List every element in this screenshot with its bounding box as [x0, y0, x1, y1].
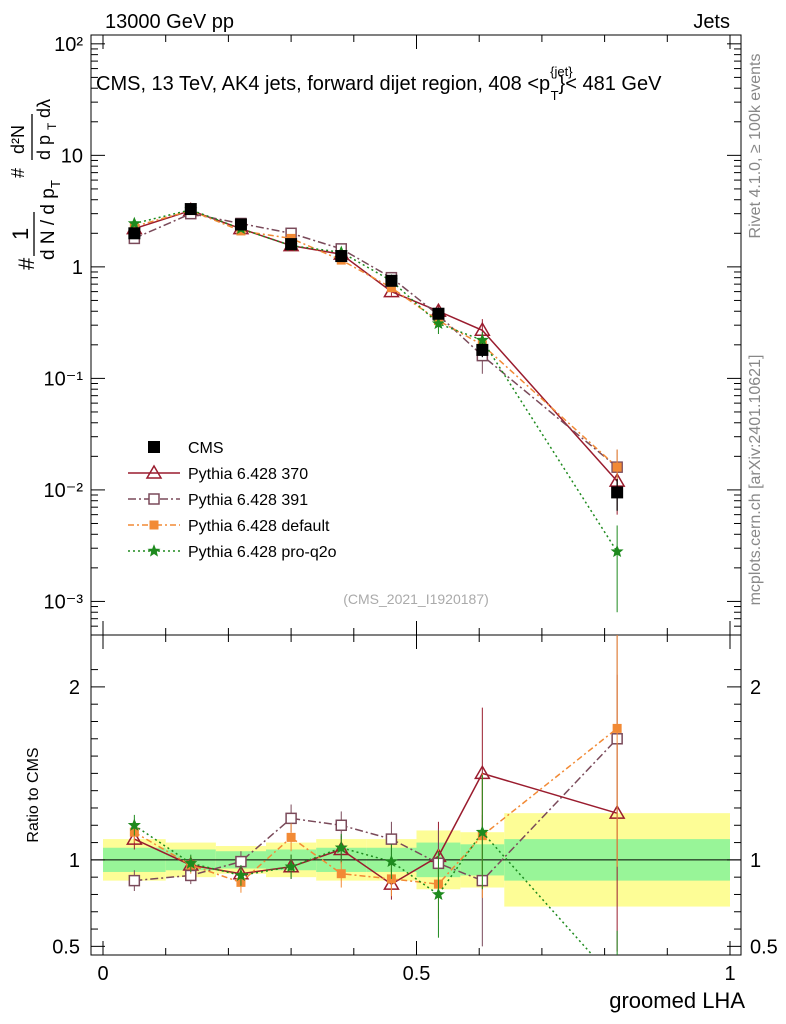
legend-label-pdefault: Pythia 6.428 default [188, 518, 330, 535]
series-line-p391 [133, 212, 618, 468]
ratio-point-p370-0 [126, 830, 143, 845]
ratio-point-pq2o-4 [334, 840, 348, 854]
main-series-group [126, 202, 626, 613]
axis-tick-labels: 0 0.5 1 10⁻³ 10⁻² 10⁻¹ 1 10 10² 0.5 0.5 1 1 2 2 [44, 34, 778, 985]
analysis-id: (CMS_2021_I1920187) [343, 591, 489, 607]
ratio-point-pdefault-8 [612, 723, 622, 733]
series-line-pdefault [134, 209, 618, 468]
y-tick-label-top: 10 [61, 145, 83, 167]
header-left: 13000 GeV pp [105, 11, 234, 33]
header-right: Jets [693, 11, 730, 33]
legend-marker-cms [148, 441, 160, 453]
y-tick-label-top: 10⁻³ [44, 591, 84, 613]
y-tick-label-ratio: 2 [69, 677, 80, 699]
ratio-point-pq2o-0 [127, 818, 141, 831]
side-rivet-label: Rivet 4.1.0, ≥ 100k events [747, 54, 764, 239]
y-tick-label-ratio: 0.5 [52, 936, 80, 958]
svg-text:T: T [45, 122, 59, 130]
cms-point-1 [184, 203, 197, 216]
y-tick-label-top: 1 [72, 257, 83, 279]
svg-text:d N / d p: d N / d p [38, 188, 59, 260]
ratio-point-p391-5 [385, 833, 398, 845]
ratio-point-p391-3 [285, 812, 297, 825]
point-pdefault-5 [386, 283, 396, 293]
legend-marker-p391 [148, 493, 160, 505]
legend-label-p370: Pythia 6.428 370 [188, 466, 308, 483]
cms-point-2 [234, 218, 247, 231]
y-tick-label-ratio: 1 [69, 850, 80, 872]
legend-marker-p370 [145, 464, 163, 479]
legend-marker-pq2o [147, 544, 161, 557]
point-pdefault-8 [612, 462, 622, 472]
ratio-point-pq2o-7 [475, 825, 489, 838]
ratio-y-label: Ratio to CMS [25, 747, 42, 842]
x-axis-label: groomed LHA [609, 988, 745, 1013]
ratio-point-pq2o-3 [284, 859, 298, 873]
point-pq2o-8 [610, 544, 624, 558]
point-pq2o-0 [127, 216, 141, 229]
x-tick-label: 0.5 [403, 963, 431, 985]
point-pdefault-0 [129, 222, 139, 232]
y-tick-label-ratio-right: 2 [750, 677, 761, 699]
cms-point-4 [335, 250, 348, 263]
ratio-point-p391-4 [335, 819, 348, 832]
ratio-point-pq2o-1 [184, 856, 198, 869]
cms-point-3 [285, 238, 298, 251]
ratio-plot-frame [90, 634, 742, 956]
ratio-point-pdefault-3 [286, 832, 296, 842]
point-pq2o-6 [431, 316, 445, 330]
y-axis-label-top: # 1 d N / d p T # d²N d p T dλ [8, 99, 63, 270]
legend: CMS Pythia 6.428 370 Pythia 6.428 391 Pythi… [128, 440, 337, 561]
cms-point-0 [128, 227, 141, 240]
axis-ticks [91, 35, 741, 955]
legend-marker-pdefault [149, 520, 159, 530]
y-tick-label-ratio-right: 0.5 [750, 936, 778, 958]
y-tick-label-top: 10⁻¹ [44, 368, 84, 390]
svg-text:#: # [14, 257, 39, 270]
legend-label-pq2o: Pythia 6.428 pro-q2o [188, 544, 337, 561]
ratio-point-pdefault-4 [336, 869, 346, 879]
svg-text:1: 1 [8, 228, 33, 240]
plot-title: CMS, 13 TeV, AK4 jets, forward dijet reg… [96, 64, 662, 103]
x-tick-label: 0 [97, 963, 108, 985]
side-mcplots-label: mcplots.cern.ch [arXiv:2401.10621] [747, 355, 764, 606]
cms-point-6 [432, 307, 445, 320]
ratio-uncertainty-bands [91, 813, 741, 907]
legend-label-p391: Pythia 6.428 391 [188, 492, 308, 509]
ratio-series-group [126, 635, 626, 988]
svg-text:#: # [8, 168, 28, 178]
ratio-line-pq2o [133, 824, 594, 955]
ratio-point-pq2o-6 [431, 887, 445, 900]
y-tick-label-top: 10² [54, 34, 83, 56]
x-tick-label: 1 [724, 963, 735, 985]
y-tick-label-top: 10⁻² [44, 480, 84, 502]
y-tick-label-ratio-right: 1 [750, 850, 761, 872]
ratio-point-pq2o-2 [234, 868, 248, 881]
cms-point-8 [611, 486, 624, 499]
ratio-point-pq2o-8 [611, 977, 622, 988]
ratio-point-pq2o-5 [384, 854, 398, 868]
ratio-point-p391-0 [128, 874, 141, 887]
svg-text:T: T [48, 180, 63, 188]
svg-text:d p: d p [34, 135, 54, 160]
legend-label-cms: CMS [188, 440, 224, 457]
svg-text:d²N: d²N [8, 125, 28, 154]
svg-text:dλ: dλ [34, 99, 54, 118]
point-pq2o-7 [475, 333, 489, 346]
cms-point-7 [476, 343, 489, 356]
cms-point-5 [385, 274, 398, 287]
